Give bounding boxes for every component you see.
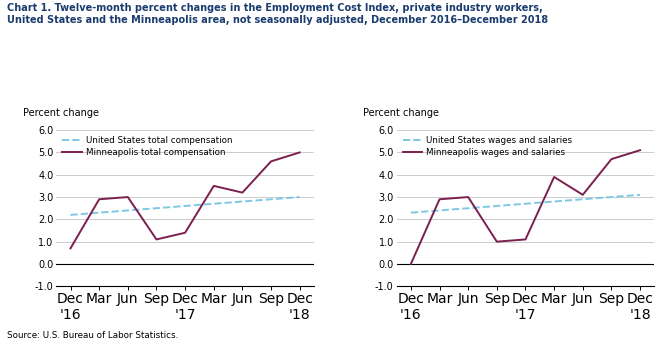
- United States wages and salaries: [493, 204, 501, 208]
- Minneapolis wages and salaries: [607, 157, 615, 161]
- United States wages and salaries: [636, 193, 644, 197]
- Minneapolis total compensation: [95, 197, 103, 201]
- United States total compensation: [295, 195, 303, 199]
- Minneapolis total compensation: [67, 246, 75, 251]
- Line: Minneapolis wages and salaries: Minneapolis wages and salaries: [411, 150, 640, 264]
- United States total compensation: [267, 197, 275, 201]
- Minneapolis wages and salaries: [550, 175, 558, 179]
- United States wages and salaries: [607, 195, 615, 199]
- United States wages and salaries: [522, 202, 529, 206]
- Minneapolis wages and salaries: [636, 148, 644, 152]
- United States wages and salaries: [579, 197, 587, 201]
- United States total compensation: [210, 202, 217, 206]
- Legend: United States total compensation, Minneapolis total compensation: United States total compensation, Minnea…: [61, 135, 234, 159]
- United States total compensation: [153, 206, 161, 210]
- Minneapolis total compensation: [181, 231, 189, 235]
- United States wages and salaries: [436, 208, 444, 212]
- Minneapolis wages and salaries: [579, 193, 587, 197]
- Minneapolis total compensation: [267, 159, 275, 163]
- United States wages and salaries: [550, 200, 558, 204]
- Text: Percent change: Percent change: [363, 108, 439, 118]
- United States wages and salaries: [407, 211, 415, 215]
- Line: United States total compensation: United States total compensation: [71, 197, 299, 215]
- Minneapolis wages and salaries: [522, 237, 529, 242]
- Minneapolis wages and salaries: [407, 262, 415, 266]
- Line: United States wages and salaries: United States wages and salaries: [411, 195, 640, 213]
- United States total compensation: [181, 204, 189, 208]
- United States total compensation: [67, 213, 75, 217]
- Text: Percent change: Percent change: [22, 108, 98, 118]
- Minneapolis total compensation: [210, 184, 217, 188]
- Minneapolis total compensation: [124, 195, 132, 199]
- United States wages and salaries: [464, 206, 472, 210]
- Text: Source: U.S. Bureau of Labor Statistics.: Source: U.S. Bureau of Labor Statistics.: [7, 331, 178, 340]
- United States total compensation: [124, 208, 132, 212]
- Legend: United States wages and salaries, Minneapolis wages and salaries: United States wages and salaries, Minnea…: [401, 135, 574, 159]
- Minneapolis wages and salaries: [436, 197, 444, 201]
- Line: Minneapolis total compensation: Minneapolis total compensation: [71, 152, 299, 248]
- United States total compensation: [95, 211, 103, 215]
- Text: Chart 1. Twelve-month percent changes in the Employment Cost Index, private indu: Chart 1. Twelve-month percent changes in…: [7, 3, 548, 25]
- Minneapolis total compensation: [295, 150, 303, 154]
- Minneapolis total compensation: [153, 237, 161, 242]
- Minneapolis wages and salaries: [464, 195, 472, 199]
- Minneapolis wages and salaries: [493, 239, 501, 244]
- United States total compensation: [239, 200, 247, 204]
- Minneapolis total compensation: [239, 191, 247, 195]
